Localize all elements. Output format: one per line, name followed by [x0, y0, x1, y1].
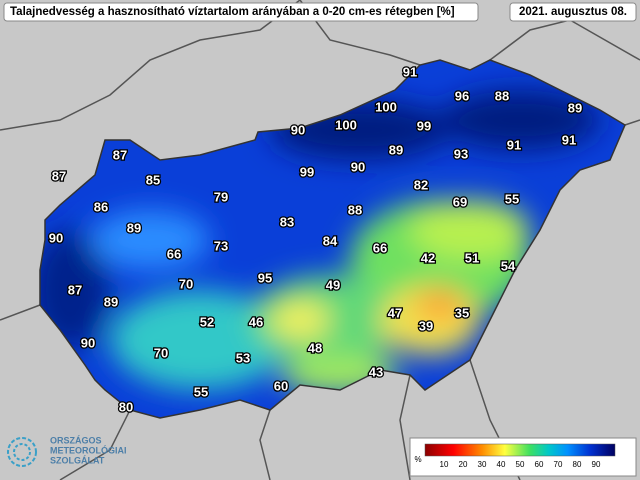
- station-value: 89: [127, 220, 141, 235]
- station-value: 51: [465, 250, 479, 265]
- legend-tick: 20: [459, 460, 468, 469]
- station-value: 88: [348, 202, 362, 217]
- station-value: 91: [403, 64, 417, 79]
- legend-tick: 70: [554, 460, 563, 469]
- legend-tick: 60: [535, 460, 544, 469]
- station-value: 87: [52, 168, 66, 183]
- station-value: 90: [49, 230, 63, 245]
- logo: ORSZÁGOS METEOROLÓGIAI SZOLGÁLAT: [7, 435, 127, 467]
- station-value: 42: [421, 250, 435, 265]
- station-value: 46: [249, 314, 263, 329]
- legend-tick: 40: [497, 460, 506, 469]
- station-value: 88: [495, 88, 509, 103]
- station-value: 90: [81, 335, 95, 350]
- station-value: 52: [200, 314, 214, 329]
- logo-line: SZOLGÁLAT: [50, 455, 105, 465]
- legend-tick: 90: [592, 460, 601, 469]
- station-value: 91: [562, 132, 576, 147]
- station-value: 43: [369, 364, 383, 379]
- title: Talajnedvesség a hasznosítható víztartal…: [10, 6, 455, 18]
- station-value: 49: [326, 277, 340, 292]
- title-box: [3, 2, 479, 22]
- station-value: 89: [389, 142, 403, 157]
- station-value: 90: [291, 122, 305, 137]
- station-value: 84: [323, 233, 338, 248]
- station-value: 55: [194, 384, 208, 399]
- station-value: 86: [94, 199, 108, 214]
- station-value: 87: [68, 282, 82, 297]
- legend-unit: %: [414, 455, 421, 464]
- station-value: 82: [414, 177, 428, 192]
- station-value: 66: [373, 240, 387, 255]
- station-value: 100: [375, 99, 397, 114]
- station-value: 66: [167, 246, 181, 261]
- station-value: 79: [214, 189, 228, 204]
- station-value: 48: [308, 340, 322, 355]
- station-value: 39: [419, 318, 433, 333]
- legend-tick: 30: [478, 460, 487, 469]
- station-value: 90: [351, 159, 365, 174]
- station-value: 91: [507, 137, 521, 152]
- station-value: 89: [568, 100, 582, 115]
- station-value: 55: [505, 191, 519, 206]
- station-value: 47: [388, 305, 402, 320]
- legend-tick: 50: [516, 460, 525, 469]
- station-value: 35: [455, 305, 469, 320]
- station-value: 54: [501, 258, 516, 273]
- legend-box: [409, 437, 637, 477]
- station-value: 69: [453, 194, 467, 209]
- station-value: 99: [300, 164, 314, 179]
- station-value: 70: [179, 276, 193, 291]
- date-box: [509, 2, 637, 22]
- station-value: 89: [104, 294, 118, 309]
- logo-line: ORSZÁGOS: [50, 435, 102, 445]
- station-values: 91 96 88 89 100 90 100 99 87 91 91 93 89 87 85 99 90 82 79…: [47, 63, 583, 416]
- station-value: 99: [417, 118, 431, 133]
- station-value: 53: [236, 350, 250, 365]
- legend-ticks: 10 20 30 40 50 60 70 80 90: [440, 460, 601, 469]
- date: 2021. augusztus 08.: [519, 6, 627, 18]
- station-value: 87: [113, 147, 127, 162]
- legend-tick: 80: [573, 460, 582, 469]
- station-value: 70: [154, 345, 168, 360]
- station-value: 93: [454, 146, 468, 161]
- station-value: 83: [280, 214, 294, 229]
- logo-line: METEOROLÓGIAI: [50, 444, 127, 455]
- colorbar: [424, 443, 616, 457]
- station-value: 95: [258, 270, 272, 285]
- station-value: 73: [214, 238, 228, 253]
- station-value: 80: [119, 399, 133, 414]
- legend-tick: 10: [440, 460, 449, 469]
- station-value: 96: [455, 88, 469, 103]
- station-value: 60: [274, 378, 288, 393]
- station-value: 100: [335, 117, 357, 132]
- station-value: 85: [146, 172, 160, 187]
